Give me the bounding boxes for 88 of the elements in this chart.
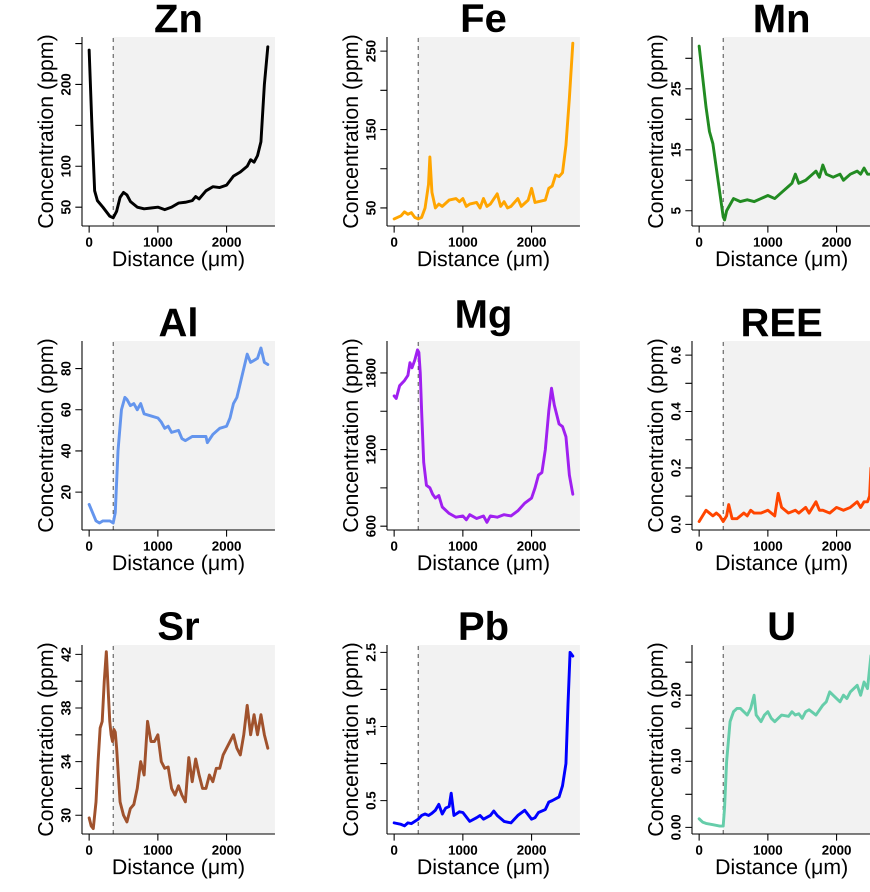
y-tick-label: 60 [61,402,71,417]
x-tick-label: 1000 [448,845,478,855]
y-tick-label: 0.2 [671,459,681,477]
x-axis-title: Distance (μm) [418,554,549,574]
x-tick-label: 2000 [822,541,851,551]
x-tick-label: 0 [390,541,398,551]
chart-title: Mg [457,300,510,336]
x-tick-label: 0 [86,541,92,551]
y-tick-label: 600 [366,516,376,537]
x-axis-title: Distance (μm) [114,858,244,879]
x-tick-label: 1000 [144,845,172,855]
x-tick-label: 0 [696,541,702,551]
y-axis-title: Concentration (ppm) [647,340,668,532]
y-tick-label: 42 [61,648,71,662]
chart-title: Pb [460,610,508,640]
line-series [88,45,270,220]
y-tick-label: 15 [671,142,681,156]
chart-title: U [770,612,794,640]
x-axis-title: Distance (μm) [716,858,847,879]
x-axis-title: Distance (μm) [418,250,549,271]
x-tick-label: 1000 [754,541,782,551]
y-axis-title: Concentration (ppm) [342,36,362,228]
x-axis-title: Distance (μm) [716,554,847,574]
y-axis-title: Concentration (ppm) [37,340,58,532]
y-tick-label: 40 [61,444,71,458]
y-axis-title: Concentration (ppm) [37,36,58,228]
x-tick-label: 1000 [448,237,478,247]
line-series [698,44,870,222]
y-tick-label: 30 [61,808,71,822]
x-tick-label: 2000 [212,237,241,247]
y-tick-label: 0.6 [671,346,681,364]
chart-title: Mn [755,4,808,32]
y-tick-label: 34 [61,754,71,769]
y-tick-label: 0.20 [671,682,681,708]
y-tick-label: 2.5 [366,644,376,662]
chart-title: Al [159,307,196,336]
x-tick-label: 1000 [754,845,782,855]
chart-title: Sr [158,612,200,640]
y-tick-label: 1.5 [366,718,376,735]
y-tick-label: 150 [366,118,376,140]
y-tick-label: 50 [366,201,376,215]
y-tick-label: 38 [61,700,71,716]
y-tick-label: 1200 [366,435,376,464]
x-tick-label: 0 [86,845,92,855]
y-tick-label: 250 [366,40,376,62]
x-tick-label: 2000 [822,237,851,247]
y-tick-label: 0.4 [671,402,681,420]
line-series [392,348,574,524]
chart-title: Fe [462,4,506,32]
y-tick-label: 0.00 [671,814,681,840]
y-tick-label: 1800 [366,358,376,387]
y-tick-label: 0.5 [366,792,376,810]
x-tick-label: 0 [86,237,92,247]
y-tick-label: 100 [61,156,71,177]
y-tick-label: 50 [61,200,71,214]
y-tick-label: 0.10 [671,748,681,774]
y-axis-title: Concentration (ppm) [647,644,668,836]
x-tick-label: 2000 [212,845,241,855]
x-tick-label: 0 [390,845,398,855]
x-tick-label: 1000 [448,541,478,551]
y-tick-label: 25 [671,82,681,96]
x-tick-label: 1000 [754,237,782,247]
x-tick-label: 0 [696,845,702,855]
x-tick-label: 1000 [144,541,172,551]
y-axis-title: Concentration (ppm) [342,644,362,836]
chart-title: Zn [155,4,200,32]
x-axis-title: Distance (μm) [716,250,847,270]
x-tick-label: 2000 [517,237,546,247]
y-tick-label: 200 [61,74,71,96]
x-axis-title: Distance (μm) [418,858,549,878]
x-tick-label: 1000 [144,237,172,247]
y-axis-title: Concentration (ppm) [647,36,668,228]
x-axis-title: Distance (μm) [114,250,244,271]
y-tick-label: 80 [61,362,71,376]
x-tick-label: 0 [390,237,398,247]
x-tick-label: 2000 [517,845,546,855]
x-tick-label: 2000 [822,845,851,855]
chart-title: REE [743,308,822,336]
x-axis-title: Distance (μm) [114,554,244,574]
y-axis-title: Concentration (ppm) [37,644,58,836]
y-tick-label: 5 [671,207,681,214]
line-series [88,650,270,830]
y-tick-label: 0.0 [671,516,681,534]
y-axis-title: Concentration (ppm) [342,340,362,532]
y-tick-label: 20 [61,485,71,500]
x-tick-label: 2000 [212,541,241,551]
x-tick-label: 0 [696,237,702,247]
x-tick-label: 2000 [517,541,546,551]
